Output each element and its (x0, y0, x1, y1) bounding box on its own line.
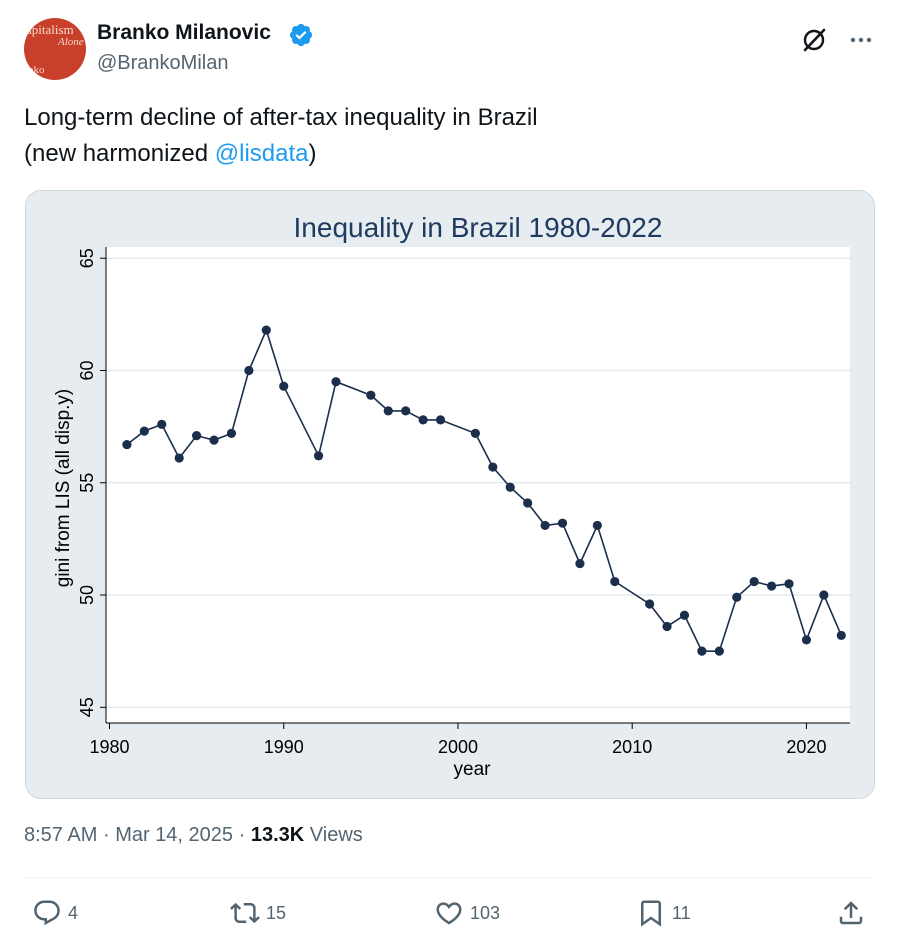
data-point (732, 592, 742, 602)
meta-separator: · (238, 824, 246, 846)
data-point (122, 439, 132, 450)
tweet-meta: 8:57 AM · Mar 14, 2025 · 13.3K Views (24, 824, 363, 847)
data-point (645, 599, 655, 609)
grok-icon[interactable] (800, 26, 828, 54)
data-point (174, 453, 184, 463)
data-point (592, 520, 602, 531)
x-tick-label: 1990 (264, 737, 304, 757)
data-point (401, 406, 411, 416)
tweet-date[interactable]: Mar 14, 2025 (115, 824, 234, 846)
x-tick-label: 2010 (612, 737, 652, 757)
data-point (157, 419, 167, 429)
bookmark-button[interactable]: 11 (636, 896, 691, 930)
data-point (575, 558, 585, 569)
views-count: 13.3K (250, 824, 305, 846)
tweet-text-suffix: ) (308, 140, 317, 167)
data-point (679, 610, 690, 620)
y-tick-label: 45 (77, 697, 97, 717)
repost-count: 15 (266, 902, 287, 923)
x-axis-label: year (454, 759, 492, 780)
data-point (279, 381, 289, 391)
repost-button[interactable]: 15 (230, 896, 286, 930)
data-point (418, 415, 428, 425)
data-point (801, 635, 812, 645)
meta-separator: · (102, 824, 110, 846)
data-point (209, 435, 219, 445)
views-label: Views (309, 824, 363, 846)
data-point (819, 590, 829, 600)
reply-button[interactable]: 4 (32, 896, 78, 930)
data-point (383, 406, 393, 416)
share-icon (839, 901, 863, 925)
data-point (435, 415, 446, 425)
tweet-text-prefix: (new harmonized (24, 140, 215, 167)
avatar-text: Alone (58, 36, 84, 48)
avatar-text: apitalism (26, 22, 74, 37)
tweet-line: Long-term decline of after-tax inequalit… (24, 104, 538, 131)
x-tick-label: 2020 (786, 737, 826, 757)
data-point (540, 520, 550, 531)
verified-badge-icon (289, 23, 313, 47)
y-tick-label: 60 (77, 360, 97, 380)
bookmark-count: 11 (672, 902, 691, 923)
share-button[interactable] (836, 896, 866, 930)
heart-icon (436, 902, 462, 925)
reply-count: 4 (68, 902, 79, 923)
data-point (331, 377, 341, 387)
data-point (557, 518, 568, 528)
line-chart: 45 50 55 60 65 1980 1990 2000 2010 2020 Inequalit… (26, 191, 874, 798)
author-handle[interactable]: @BrankoMilan (97, 52, 229, 74)
data-point (836, 630, 846, 641)
data-point (366, 390, 376, 400)
y-axis-label: gini from LIS (all disp.y) (53, 389, 74, 588)
series-line (126, 327, 843, 653)
data-point (139, 426, 149, 436)
x-tick-label: 1980 (89, 737, 129, 757)
avatar[interactable]: apitalism Alone nko (24, 18, 86, 80)
tweet-image[interactable]: 45 50 55 60 65 1980 1990 2000 2010 2020 Inequalit… (25, 190, 875, 799)
mention-link[interactable]: @lisdata (214, 140, 309, 167)
data-point (697, 646, 707, 656)
data-point (662, 621, 672, 632)
data-point (714, 646, 724, 656)
data-point (261, 325, 271, 335)
tweet-line: (new harmonized @lisdata) (24, 136, 538, 172)
divider (24, 877, 874, 878)
data-point (610, 576, 620, 587)
like-button[interactable]: 103 (434, 896, 500, 930)
data-point (226, 428, 237, 438)
y-tick-label: 55 (77, 473, 97, 493)
data-point (766, 581, 777, 591)
data-point (192, 431, 202, 441)
avatar-text: nko (28, 64, 45, 76)
like-count: 103 (470, 902, 501, 923)
data-point (505, 482, 515, 492)
more-options-icon[interactable] (845, 26, 877, 54)
tweet-time[interactable]: 8:57 AM (24, 824, 98, 846)
data-point (244, 365, 254, 376)
data-point (749, 576, 759, 587)
y-tick-label: 65 (77, 248, 97, 268)
author-name[interactable]: Branko Milanovic (97, 21, 271, 44)
reply-icon (34, 900, 60, 926)
tweet-text: Long-term decline of after-tax inequalit… (24, 100, 538, 172)
y-tick-label: 50 (77, 585, 97, 605)
data-point (784, 579, 794, 589)
x-tick-label: 2000 (438, 737, 478, 757)
repost-icon (230, 902, 260, 924)
plot-area (106, 247, 850, 723)
data-point (313, 451, 324, 461)
data-point (488, 462, 498, 472)
data-point (523, 498, 533, 508)
chart-title: Inequality in Brazil 1980-2022 (294, 212, 663, 243)
bookmark-icon (641, 900, 661, 927)
data-point (470, 428, 480, 438)
